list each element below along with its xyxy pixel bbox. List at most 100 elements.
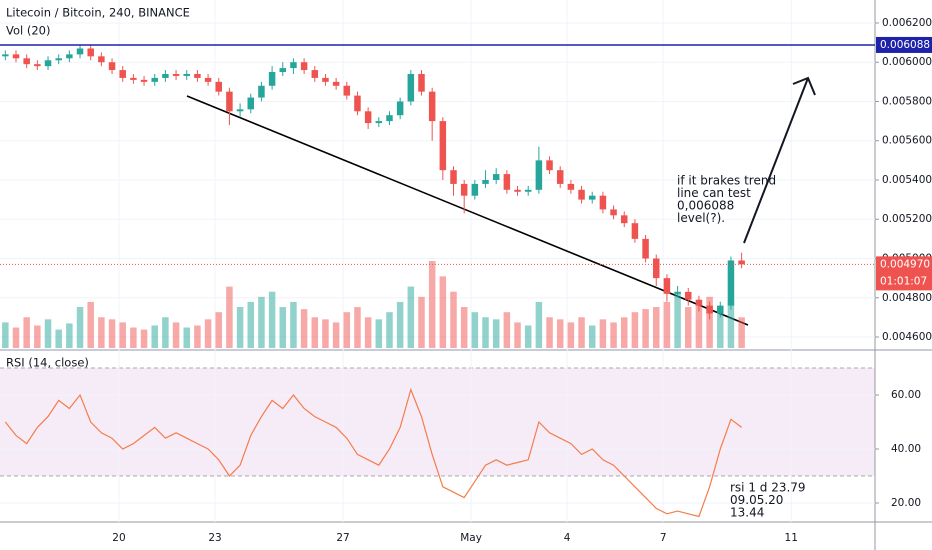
volume-bar [578,317,585,348]
candle-body [215,81,222,92]
annotation: 13.44 [730,506,764,520]
candle-body [332,81,340,86]
candle-body [66,54,73,59]
candle-body [34,64,41,67]
trend-line [186,95,749,326]
volume-bar [482,317,489,348]
volume-bar [599,319,607,348]
volume-bar [23,317,30,348]
candle-body [119,70,126,78]
volume-bar [2,322,9,348]
candle-body [194,73,201,78]
volume-bar [34,325,41,348]
candle-body [151,77,158,82]
y-tick-label: 60.00 [891,389,921,401]
volume-bar [322,319,329,348]
volume-bar [172,322,180,348]
candle-body [204,77,212,82]
y-tick-label: 0.005400 [882,174,932,186]
price-tag-label: 0.006088 [880,39,930,51]
volume-bar [247,301,255,348]
volume-bar [236,307,244,348]
volume-bar [386,312,393,348]
candle-body [162,73,169,78]
candle-body [546,160,553,171]
candle-body [364,111,372,124]
volume-bar [610,322,617,348]
countdown: 01:01:07 [880,275,927,287]
volume-bar [268,291,276,348]
candle-body [23,58,30,65]
candle-body [738,260,745,265]
x-tick-label: 20 [112,532,125,544]
annotation: 09.05.20 [730,493,783,507]
candle-body [653,258,660,279]
candle-body [514,189,521,192]
volume-bar [98,317,105,348]
volume-bar [674,291,681,348]
volume-bar [556,319,564,348]
volume-bar [407,286,415,348]
volume-bar [738,317,745,348]
y-tick-label: 20.00 [891,497,921,509]
volume-bar [162,317,169,348]
candle-body [471,183,479,196]
price-tag [876,36,932,53]
candle-body [407,73,415,102]
volume-bar [215,312,222,348]
volume-bar [620,317,628,348]
candle-body [482,179,489,184]
candle-body [108,62,116,71]
volume-bar [717,312,724,348]
candle-body [460,183,468,196]
y-tick-label: 40.00 [891,443,921,455]
volume-bar [183,327,190,348]
y-tick-label: 0.004800 [882,292,932,304]
volume-bar [450,291,457,348]
candle-body [631,223,639,239]
candle-body [428,91,436,122]
candle-body [354,95,361,112]
volume-bar [460,307,468,348]
candle-body [226,91,233,112]
volume-bar [279,307,287,348]
x-tick-label: 4 [564,532,571,544]
candle-body [300,62,308,71]
candle-body [588,195,596,200]
x-tick-label: May [460,532,482,544]
candle-body [247,97,255,110]
chart-title: Litecoin / Bitcoin, 240, BINANCE [6,6,190,20]
x-tick-label: 11 [785,532,798,544]
candle-body [130,77,137,80]
volume-bar [55,329,62,348]
volume-bar [343,312,351,348]
candle-body [535,160,543,190]
y-tick-label: 0.005200 [882,213,932,225]
volume-bar [524,325,532,348]
volume-bar [108,319,116,348]
volume-bar [300,309,308,348]
volume-bar [375,319,383,348]
volume-bar [226,286,233,348]
arrow-head [792,76,816,96]
candle-body [183,73,190,76]
candle-body [450,170,457,184]
candle-body [98,56,105,63]
candle-body [418,73,425,92]
volume-bar [695,305,703,348]
y-tick-label: 0.004600 [882,331,932,343]
candle-body [386,115,393,122]
candle-body [524,189,532,192]
volume-bar [706,296,713,348]
candle-body [258,85,265,98]
candle-body [567,183,575,190]
candle-body [2,54,9,57]
candle-body [695,299,703,306]
volume-bar [204,319,212,348]
volume-bar [503,312,511,348]
volume-bar [332,322,340,348]
volume-bar [631,312,639,348]
volume-bar [727,301,735,348]
candle-body [311,70,319,78]
